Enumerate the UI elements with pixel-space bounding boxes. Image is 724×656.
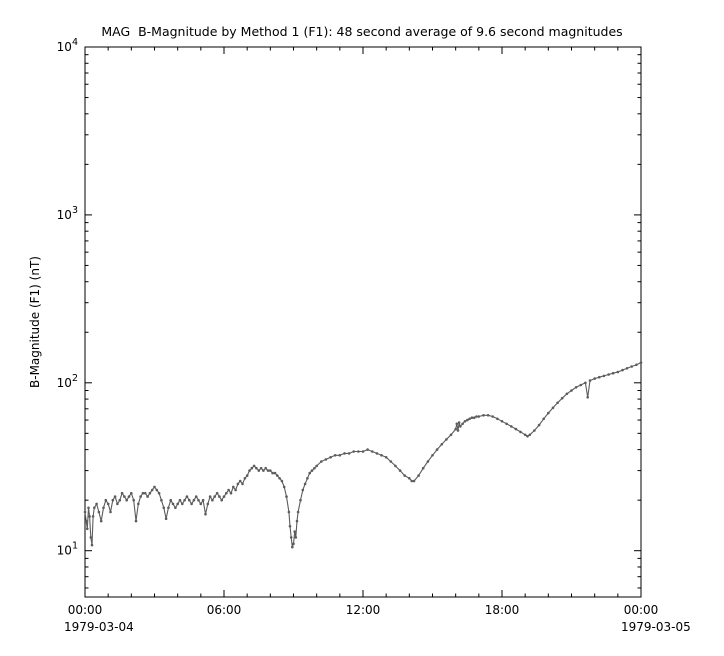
data-series-points: [83, 361, 643, 549]
y-ticks: [85, 46, 641, 589]
x-end-date-label: 1979-03-05: [621, 620, 691, 634]
axes-frame: [84, 46, 642, 598]
x-start-date-label: 1979-03-04: [64, 620, 134, 634]
svg-text:00:00: 00:00: [624, 603, 659, 617]
x-tick-labels: 00:00 06:00 12:00 18:00 00:00: [68, 603, 659, 617]
svg-text:101: 101: [57, 541, 78, 558]
data-series-line: [84, 362, 642, 548]
svg-text:102: 102: [57, 373, 78, 390]
svg-text:06:00: 06:00: [207, 603, 242, 617]
svg-text:00:00: 00:00: [68, 603, 103, 617]
svg-text:12:00: 12:00: [346, 603, 381, 617]
svg-text:18:00: 18:00: [485, 603, 520, 617]
x-ticks: [84, 47, 642, 597]
y-tick-labels: 101 102 103 104: [57, 37, 78, 558]
chart-title: MAG B-Magnitude by Method 1 (F1): 48 sec…: [101, 24, 623, 39]
svg-text:103: 103: [57, 205, 78, 222]
svg-text:104: 104: [57, 37, 78, 54]
